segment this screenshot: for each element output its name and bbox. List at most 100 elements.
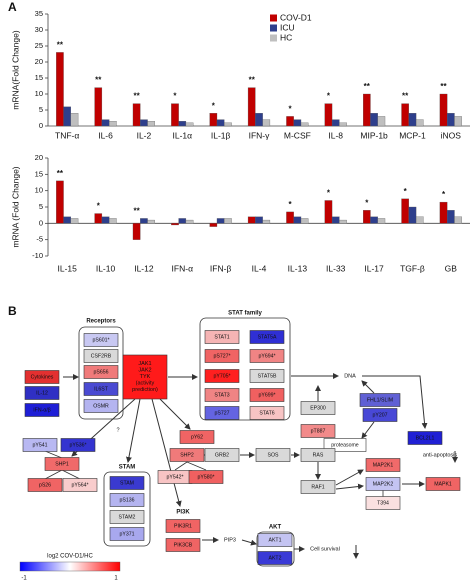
legend-label: HC [280,32,292,42]
x-tick-label: GB [445,263,458,273]
significance-label: * [365,198,369,207]
bar [70,218,79,224]
y-tick-label: -10 [32,251,43,260]
node-box [60,438,96,452]
bar [286,211,294,224]
bar [286,116,294,127]
node-label: STAT3 [214,392,229,398]
node-label: GRB2 [215,452,229,458]
bar [140,119,148,127]
significance-label: * [97,202,101,211]
node-box [362,408,398,422]
y-tick-label: 20 [35,57,43,66]
node-label: RAS [313,452,324,458]
node-box [365,477,401,491]
panel-label: A [8,0,17,14]
legend-label: COV-D1 [280,12,312,22]
node-box [83,382,119,396]
bar [439,93,448,127]
node-label: MAP2K2 [373,481,394,487]
x-tick-label: MIP-1b [360,130,388,140]
node-box [83,333,119,347]
node-label: pT887 [311,428,326,434]
y-tick-label: 35 [35,9,43,18]
bar [209,223,218,227]
significance-label: ** [134,92,141,101]
colorbar-tick-label: -1 [21,576,27,582]
x-tick-label: IL-4 [252,263,267,273]
node-label: pY699* [258,392,275,398]
significance-label: * [442,190,446,199]
node-label: IL6ST [94,386,109,392]
bar [63,106,71,127]
node-box [204,448,240,462]
diagram-text: DNA [344,373,356,379]
node-box [165,538,201,552]
x-tick-label: TGF-β [400,263,425,273]
node-label: PIK3R1 [174,523,192,529]
node-label: pY536* [69,442,86,448]
node-label: pY542* [166,474,183,480]
significance-label: ** [402,92,409,101]
x-tick-label: IFN-γ [249,130,271,140]
node-box [425,477,461,491]
bar [209,113,218,127]
node-box [109,527,145,541]
node-label: CSF2RB [91,353,112,359]
bar [178,218,187,224]
bar [377,218,386,224]
bar [56,52,64,127]
bar [447,113,455,127]
node-box [204,388,240,402]
node-label: STAT5A [258,334,277,340]
node-box [300,448,336,462]
node-label: pY705* [213,373,230,379]
link [186,461,207,471]
significance-label: * [327,189,331,198]
bar [447,210,455,224]
node-box [27,478,63,492]
bar [94,213,103,224]
bar [408,113,417,127]
node-label: pY580* [197,474,214,480]
y-tick-label: 0 [39,121,43,130]
node-label: AKT2 [269,555,282,561]
y-tick-label: 5 [39,202,43,211]
bar [401,198,409,224]
bar [224,122,232,127]
arrow [361,421,375,439]
node-box [365,458,401,472]
bar [255,216,263,224]
node-label: PIK3CB [174,542,193,548]
panel-label: B [8,304,17,318]
arrow [362,375,428,429]
significance-label: ** [364,82,371,91]
node-box [109,510,145,524]
node-label: IFN-α/β [33,407,51,413]
significance-label: ** [57,169,64,178]
bar [185,219,194,224]
node-box [300,424,336,438]
node-box [24,370,60,384]
link [44,450,63,459]
node-label: pS727* [213,353,230,359]
x-tick-label: IL-6 [98,130,113,140]
node-label: SHP1 [55,461,69,467]
y-tick-label: 10 [35,89,43,98]
node-box [257,551,293,565]
node-label: proteasome [331,442,359,448]
node-label: pY694* [258,353,275,359]
bar [178,121,187,127]
significance-label: ** [95,76,102,85]
link [174,461,188,471]
node-box [249,349,285,363]
bar [94,87,103,127]
arrow [335,483,364,490]
bar [339,219,347,224]
diagram-text: ? [116,427,119,433]
colorbar-title: log2 COV-D1/HC [47,554,93,560]
bar [147,219,155,224]
bar [300,122,309,127]
group-box [103,471,151,547]
node-box [249,406,285,420]
